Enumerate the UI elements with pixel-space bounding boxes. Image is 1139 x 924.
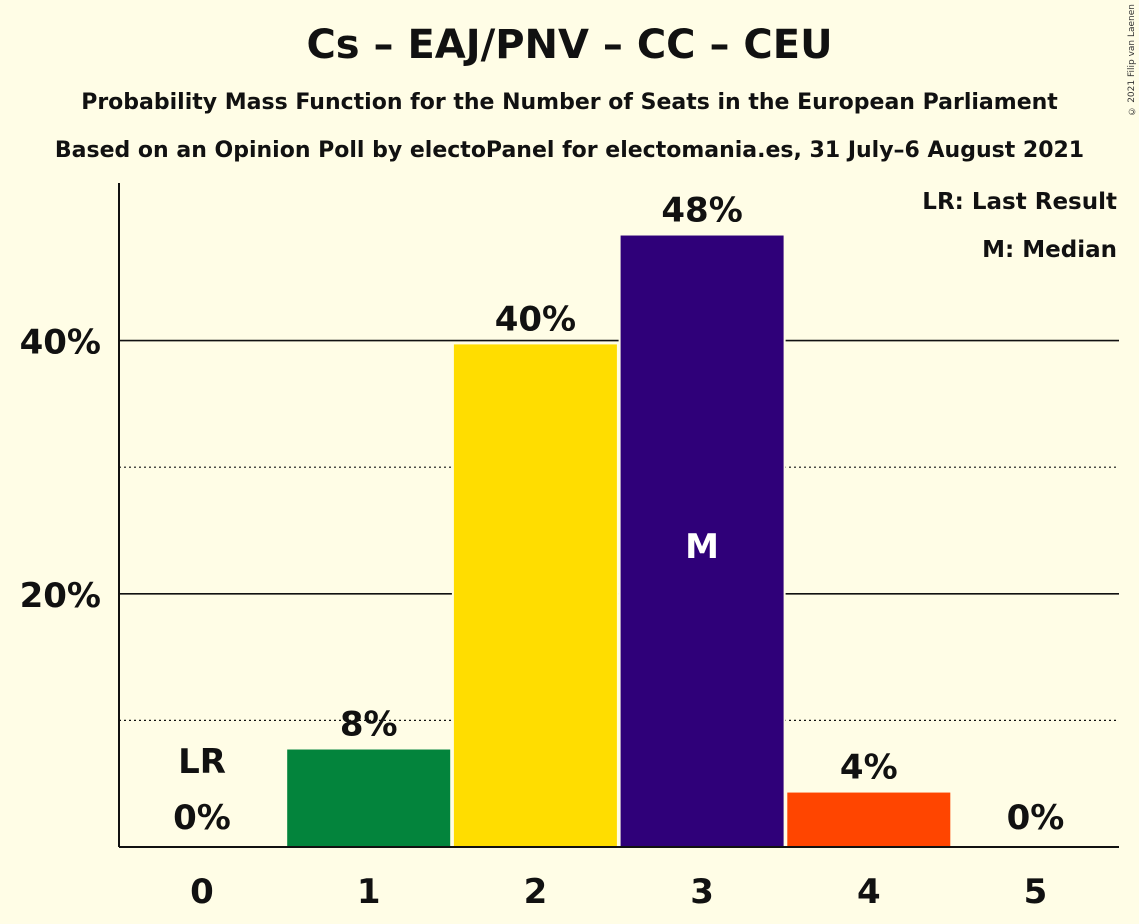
bar [453,344,617,847]
data-label: 0% [173,798,231,838]
bars [285,233,953,848]
x-tick-label: 0 [190,872,214,912]
legend-last-result: LR: Last Result [922,189,1117,215]
last-result-marker: LR [178,742,226,782]
x-tick-label: 2 [524,872,548,912]
median-marker: M [685,527,719,567]
x-tick-label: 4 [857,872,881,912]
chart-subtitle: Probability Mass Function for the Number… [81,90,1058,115]
data-label: 48% [661,191,742,231]
x-tick-label: 1 [357,872,381,912]
bar [287,749,451,847]
chart-source: Based on an Opinion Poll by electoPanel … [54,138,1085,163]
bar [620,235,784,848]
x-tick-label: 3 [690,872,714,912]
y-tick-label: 20% [20,576,101,616]
data-label: 0% [1007,798,1065,838]
legend-median: M: Median [982,237,1117,263]
data-label: 40% [495,299,576,339]
bar [787,792,951,847]
data-label: 8% [340,705,398,745]
chart-title: Cs – EAJ/PNV – CC – CEU [306,22,833,68]
axes [118,183,1119,848]
y-tick-label: 40% [20,323,101,363]
x-tick-label: 5 [1024,872,1048,912]
data-label: 4% [840,748,898,788]
